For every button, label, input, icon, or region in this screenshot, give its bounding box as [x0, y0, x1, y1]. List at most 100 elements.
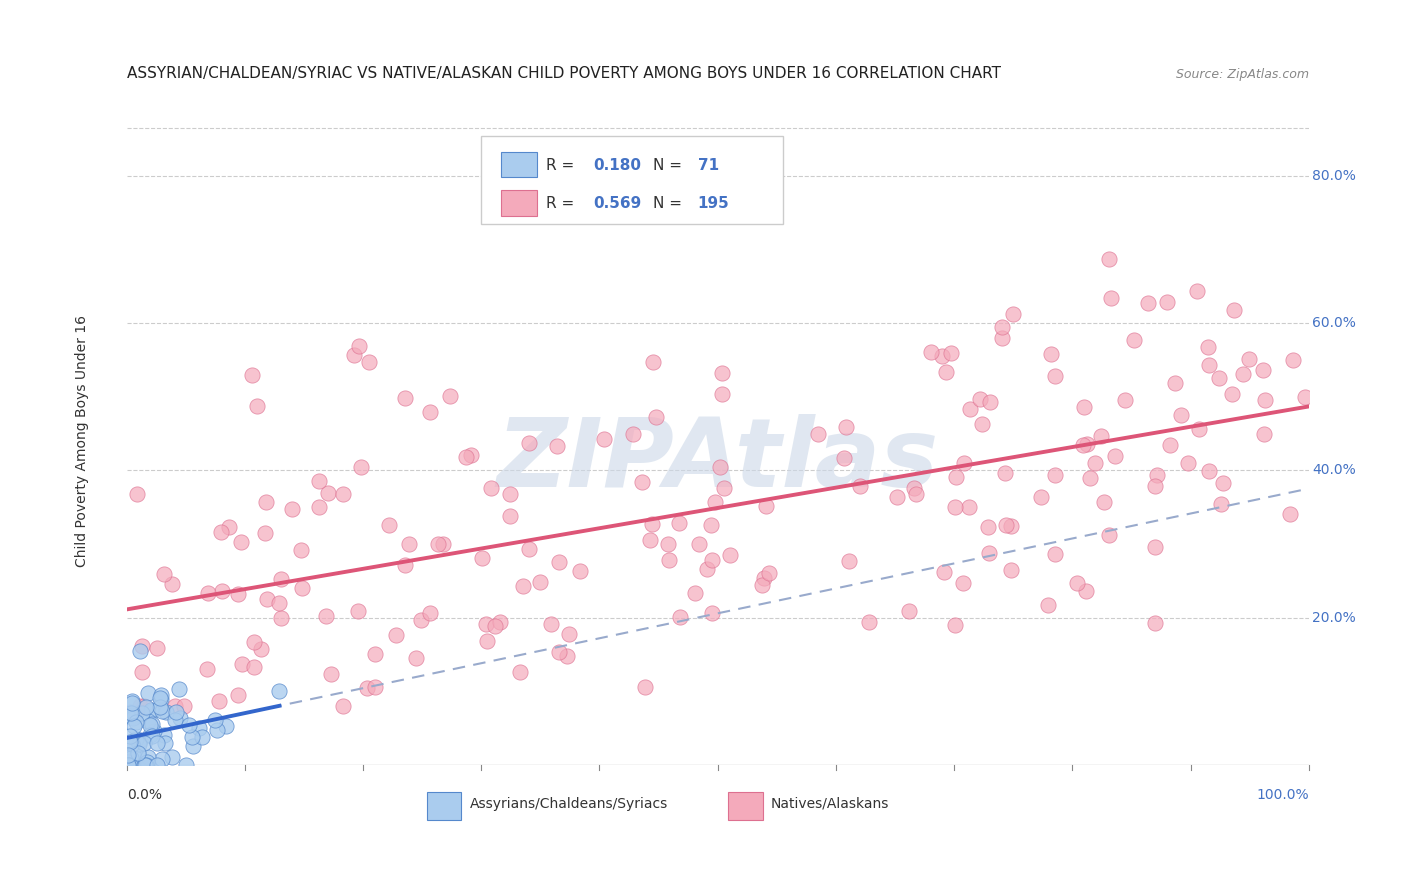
Text: 100.0%: 100.0%: [1256, 788, 1309, 802]
Point: [246, 399, 269, 413]
Point: [231, 657, 253, 671]
FancyBboxPatch shape: [502, 190, 537, 216]
Point: [121, 696, 143, 710]
Point: [347, 339, 370, 353]
Point: [127, 746, 149, 760]
Point: [1144, 479, 1167, 493]
Point: [945, 469, 967, 483]
Point: [858, 615, 880, 629]
Point: [969, 392, 991, 406]
Point: [226, 689, 249, 703]
Point: [128, 643, 150, 657]
Point: [139, 728, 162, 742]
FancyBboxPatch shape: [502, 152, 537, 178]
Point: [838, 554, 860, 568]
Point: [118, 758, 141, 772]
Point: [315, 609, 337, 624]
Point: [1220, 387, 1243, 401]
Point: [343, 348, 366, 362]
Point: [638, 533, 661, 548]
Point: [849, 479, 872, 493]
Point: [977, 546, 1000, 560]
Point: [578, 185, 600, 199]
Point: [332, 487, 354, 501]
Point: [519, 436, 541, 450]
Text: Natives/Alaskans: Natives/Alaskans: [770, 797, 889, 811]
Point: [1159, 438, 1181, 452]
Point: [1188, 422, 1211, 436]
Point: [141, 730, 163, 744]
Text: Source: ZipAtlas.com: Source: ZipAtlas.com: [1175, 68, 1309, 81]
Point: [138, 749, 160, 764]
Point: [149, 691, 172, 706]
Point: [181, 739, 204, 753]
Point: [1045, 467, 1067, 482]
Point: [253, 525, 276, 540]
Point: [1043, 547, 1066, 561]
Point: [290, 543, 312, 558]
Point: [129, 699, 152, 714]
FancyBboxPatch shape: [427, 792, 461, 821]
Point: [152, 566, 174, 581]
Point: [1170, 408, 1192, 422]
Point: [1222, 302, 1244, 317]
Point: [1066, 576, 1088, 591]
Point: [127, 486, 149, 500]
Point: [122, 758, 145, 772]
Point: [160, 750, 183, 764]
Point: [1043, 369, 1066, 384]
Point: [957, 500, 980, 514]
Text: 0.0%: 0.0%: [127, 788, 162, 802]
Point: [1073, 401, 1095, 415]
Point: [903, 482, 925, 496]
Text: N =: N =: [652, 196, 686, 211]
Point: [117, 755, 139, 769]
Point: [548, 645, 571, 659]
Point: [1197, 341, 1219, 355]
Point: [898, 604, 921, 618]
Point: [141, 717, 163, 731]
Point: [1000, 518, 1022, 533]
Point: [517, 541, 540, 556]
Point: [471, 551, 494, 566]
Point: [145, 736, 167, 750]
Point: [356, 681, 378, 696]
Point: [191, 731, 214, 745]
Point: [1029, 490, 1052, 504]
Point: [195, 662, 218, 676]
Point: [125, 731, 148, 746]
Point: [758, 566, 780, 581]
Point: [121, 758, 143, 772]
Point: [169, 711, 191, 725]
Point: [474, 616, 496, 631]
Point: [668, 610, 690, 624]
Text: 0.180: 0.180: [593, 158, 641, 173]
Point: [1164, 376, 1187, 391]
Point: [321, 667, 343, 681]
Text: R =: R =: [547, 158, 579, 173]
Point: [174, 758, 197, 772]
Point: [1278, 507, 1301, 521]
Point: [509, 665, 531, 680]
Point: [499, 487, 522, 501]
Point: [832, 451, 855, 466]
Point: [1090, 428, 1112, 442]
Point: [1209, 497, 1232, 511]
Point: [529, 574, 551, 589]
Point: [254, 495, 277, 509]
Point: [281, 501, 304, 516]
Point: [641, 517, 664, 532]
Point: [1212, 475, 1234, 490]
Point: [197, 585, 219, 599]
Point: [558, 627, 581, 641]
Point: [540, 616, 562, 631]
Text: 195: 195: [697, 196, 730, 211]
Point: [700, 518, 723, 533]
Point: [1198, 358, 1220, 372]
Point: [122, 719, 145, 733]
Point: [155, 736, 177, 750]
Point: [138, 758, 160, 772]
Text: 20.0%: 20.0%: [1312, 611, 1355, 624]
Point: [149, 688, 172, 702]
Point: [945, 617, 967, 632]
